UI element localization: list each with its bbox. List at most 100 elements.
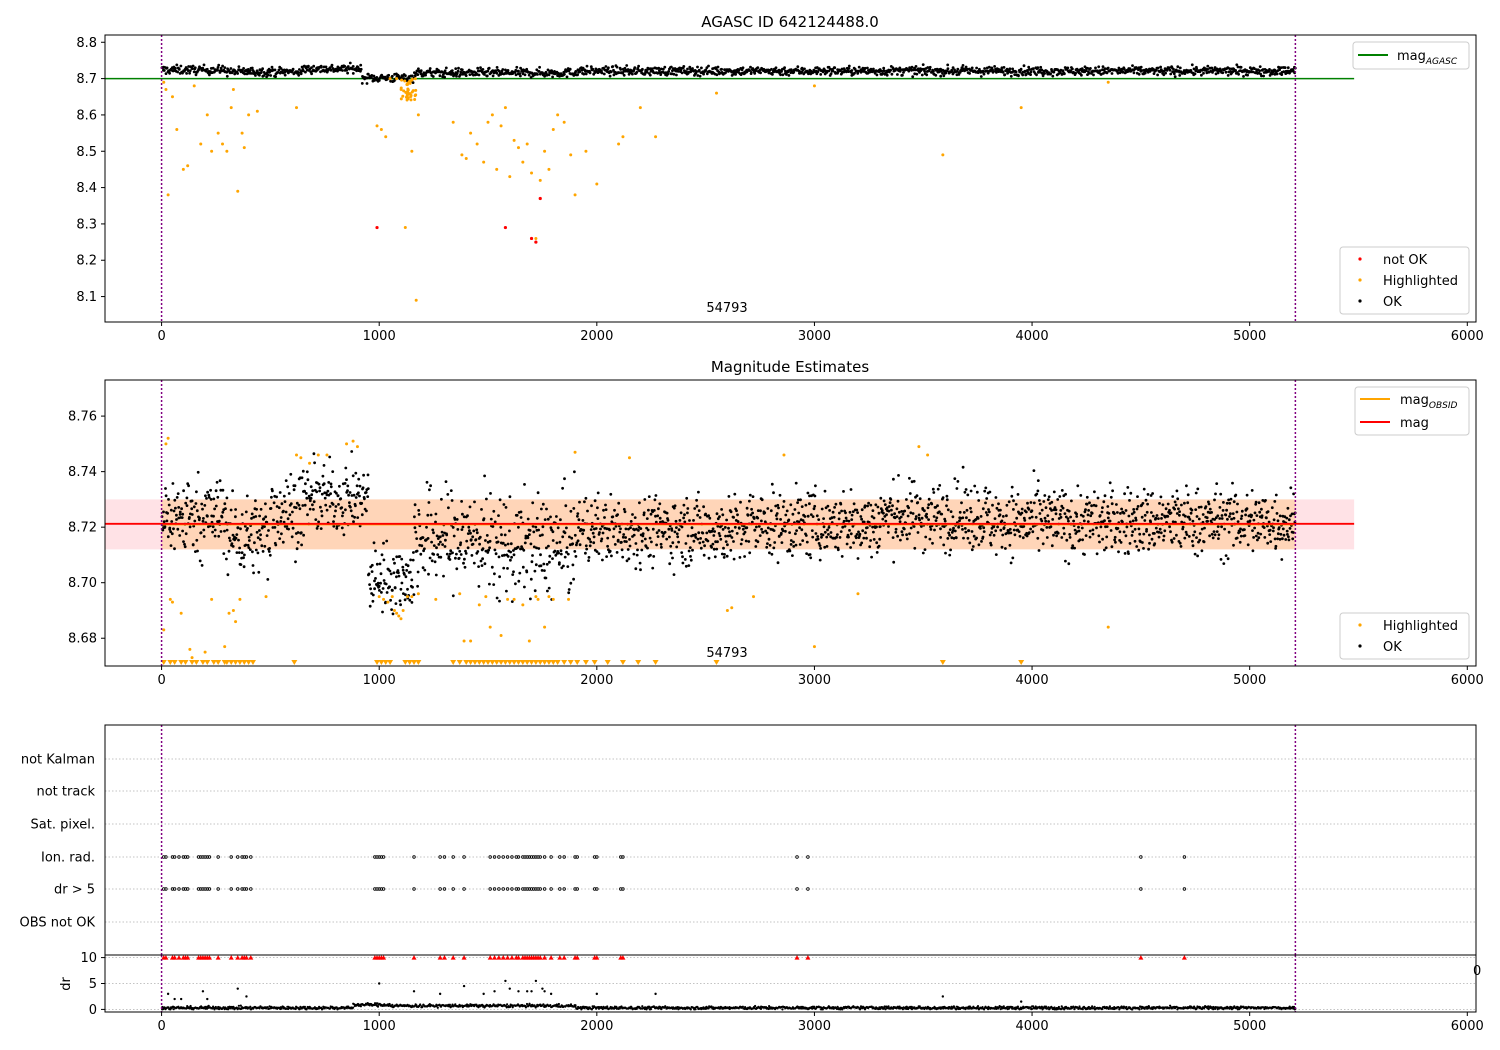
dr5-flag-marker [181,887,186,891]
ok-point [926,66,930,69]
ok-point [734,73,737,76]
ok-point [551,530,555,534]
ok-point [261,67,264,71]
ok-point [701,531,705,535]
ok-point [566,552,570,556]
ok-point [705,531,709,535]
ok-point [423,568,427,572]
highlighted-point [547,595,551,599]
ok-point [741,527,745,531]
ok-point [932,491,936,494]
ok-point [798,543,802,546]
ok-point [224,507,227,510]
ok-point [676,70,680,73]
ok-point [1009,531,1013,535]
ok-point [988,533,992,537]
ok-point [894,530,898,534]
ok-point [588,71,592,75]
ok-point [505,589,508,593]
ok-point [340,506,344,509]
ok-point [655,531,659,535]
highlighted-point [397,614,401,618]
ok-point [1232,500,1236,504]
ok-point [916,531,920,534]
ok-point [188,525,192,529]
ok-point [599,539,603,543]
ok-point [202,535,206,538]
below-range-marker [182,660,189,665]
ok-point [194,73,198,77]
ok-point [318,486,322,490]
ok-point [370,76,373,79]
ok-point [905,537,909,541]
ok-point [302,533,305,537]
ok-point [206,490,210,494]
ok-point [249,533,253,537]
ok-point [844,516,848,520]
ok-point [390,74,394,78]
ok-point [905,498,908,501]
dr5-flag-marker [621,887,625,891]
ok-point [741,66,745,70]
ok-point [260,526,264,530]
y-tick-label: 8.70 [68,576,97,591]
ok-point [567,591,571,595]
ok-point [686,507,690,510]
ok-point [1087,509,1090,512]
ok-point [1192,533,1195,537]
ok-point [773,541,777,544]
ok-point [1089,514,1093,518]
ok-point [672,72,676,76]
dr-point [237,1004,240,1007]
ok-point [1140,69,1144,72]
highlighted-point [386,600,390,604]
ok-point [468,73,472,76]
ok-point [852,502,856,506]
ok-point [308,499,312,503]
ok-point [441,534,445,537]
ok-point [1272,518,1276,522]
ok-point [911,75,915,79]
ok-point [195,538,199,542]
ok-point [432,531,435,535]
ok-point [286,485,290,489]
ok-point [483,73,486,76]
ok-point [775,517,779,521]
ok-point [825,545,829,548]
ok-point [912,479,916,483]
ion-rad-flag-marker [521,855,525,859]
ok-point [732,516,735,519]
ok-point [1244,513,1247,517]
ok-point [1254,502,1258,506]
ok-point [456,528,460,531]
below-range-marker [939,660,946,665]
ok-point [1052,70,1056,74]
ok-point [348,491,352,494]
ok-point [351,65,355,68]
below-range-marker [515,660,522,665]
ok-point [531,524,535,528]
highlighted-point [407,79,411,83]
ok-point [1131,64,1134,67]
ok-point [358,484,362,488]
ok-point [337,503,340,506]
panel-dr-plot-area [105,955,1476,1012]
ok-point [860,541,864,545]
ok-point [983,67,986,70]
ok-point [510,600,514,603]
ok-point [914,517,918,521]
ok-point [1275,512,1279,515]
ion-rad-flag-marker [181,855,186,859]
ok-point [1238,540,1242,544]
ok-point [1161,503,1165,507]
ok-point [410,578,414,582]
ok-point [658,516,662,520]
ion-rad-flag-marker [199,855,203,859]
ok-point [1166,502,1170,506]
ok-point [927,518,930,521]
ok-point [827,533,830,536]
ok-point [587,556,591,559]
ok-point [259,533,262,537]
dr5-flag-marker [534,887,538,891]
ok-point [834,545,837,549]
